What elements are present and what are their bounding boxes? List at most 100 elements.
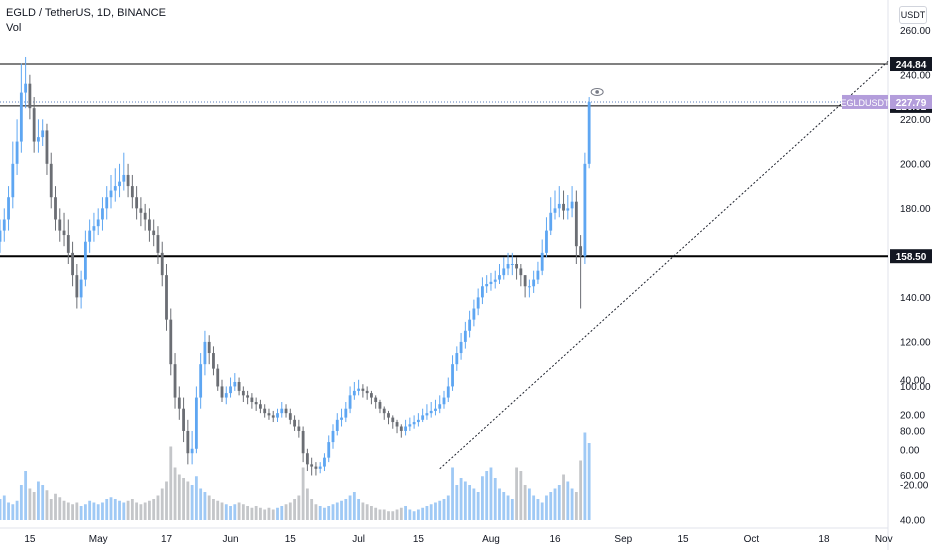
candle-body	[96, 219, 100, 227]
volume-bar	[203, 492, 207, 520]
time-tick-label: Jul	[352, 534, 365, 545]
candle-body	[156, 235, 160, 253]
volume-bar	[361, 502, 365, 520]
candle	[502, 257, 506, 280]
price-tick-label: 180.00	[900, 204, 931, 215]
volume-bar	[259, 507, 262, 520]
candle	[229, 377, 232, 398]
volume-bar	[587, 443, 591, 520]
candle	[459, 333, 463, 360]
volume-bar	[310, 499, 314, 520]
candle	[429, 402, 433, 418]
volume-bar	[11, 504, 15, 520]
volume-bar	[96, 504, 100, 520]
volume-bar	[24, 471, 28, 520]
candle-body	[365, 390, 369, 394]
candle	[0, 219, 2, 253]
candle-body	[186, 430, 190, 454]
candle	[374, 395, 378, 409]
candle	[2, 208, 6, 242]
volume-bar	[182, 478, 185, 520]
candle-body	[32, 108, 36, 142]
volume-bar	[19, 485, 23, 520]
volume-bar	[455, 485, 459, 520]
candle-body	[399, 426, 403, 431]
candle	[32, 97, 36, 153]
volume-bar	[88, 500, 92, 520]
candle-body	[587, 101, 591, 164]
candle	[476, 288, 480, 316]
volume-bar	[412, 511, 416, 520]
volume-bar	[327, 506, 331, 520]
volume-bar	[318, 506, 322, 520]
candle-body	[374, 397, 378, 403]
volume-bar	[468, 485, 472, 520]
candle-body	[288, 413, 292, 420]
last-price-tag: 227.79	[896, 98, 927, 109]
volume-tick-label: -20.00	[900, 481, 929, 492]
candle-body	[481, 286, 484, 298]
candle	[118, 163, 121, 198]
candle-body	[523, 275, 527, 287]
symbol-legend[interactable]: EGLD / TetherUS, 1D, BINANCE	[6, 7, 166, 19]
price-tick-label: 120.00	[900, 337, 931, 348]
candle	[297, 419, 301, 438]
candle-body	[241, 390, 245, 396]
candle-body	[387, 413, 390, 418]
candle-body	[562, 203, 565, 211]
volume-bar	[79, 506, 83, 520]
candle-body	[442, 397, 446, 405]
candle-body	[271, 415, 275, 418]
candle	[83, 230, 87, 287]
time-axis-ticks[interactable]: 15 May 17 Jun 15 Jul 15 Aug 16 Sep 15 Oct 18 Nov	[24, 534, 892, 545]
candle	[126, 163, 130, 198]
candle-body	[58, 219, 62, 231]
candle	[412, 415, 416, 429]
volume-bar	[126, 500, 130, 520]
volume-bar	[122, 502, 126, 520]
candle	[352, 381, 356, 400]
volume-bar	[519, 471, 523, 520]
candle-body	[126, 174, 130, 187]
candle	[331, 424, 335, 449]
candle-body	[267, 413, 271, 416]
volume-bar	[148, 500, 151, 520]
currency-scale-label[interactable]: USDT	[899, 6, 927, 24]
volume-bar	[288, 502, 292, 520]
candle-body	[2, 219, 6, 231]
candle	[357, 379, 361, 396]
volume-bar	[357, 499, 361, 520]
candle-body	[83, 241, 87, 280]
volume-bar	[378, 509, 382, 520]
candle-body	[318, 466, 322, 469]
candle-body	[79, 279, 83, 298]
volume-bar	[352, 492, 356, 520]
price-tick-label: 220.00	[900, 115, 931, 126]
volume-bar	[301, 467, 305, 520]
candle-body	[421, 415, 425, 420]
volume-bar	[212, 499, 215, 520]
volume-bar	[83, 504, 87, 520]
trendline[interactable]	[439, 61, 889, 470]
candle-body	[207, 341, 211, 354]
volume-bar	[199, 488, 203, 520]
candle-body	[532, 279, 536, 287]
candle-body	[472, 308, 476, 320]
candle-body	[284, 408, 288, 414]
volume-bar	[553, 488, 557, 520]
candle	[58, 208, 62, 242]
volume-bar	[365, 504, 369, 520]
candle-body	[224, 393, 228, 398]
candle-body	[229, 386, 232, 394]
candle	[41, 119, 45, 147]
candle	[348, 386, 352, 414]
candle	[101, 197, 104, 231]
candle	[143, 203, 147, 231]
candle-body	[545, 230, 548, 253]
volume-bar	[481, 476, 484, 520]
candle	[574, 190, 578, 264]
volume-legend[interactable]: Vol	[6, 22, 22, 34]
eye-icon[interactable]	[590, 87, 604, 96]
